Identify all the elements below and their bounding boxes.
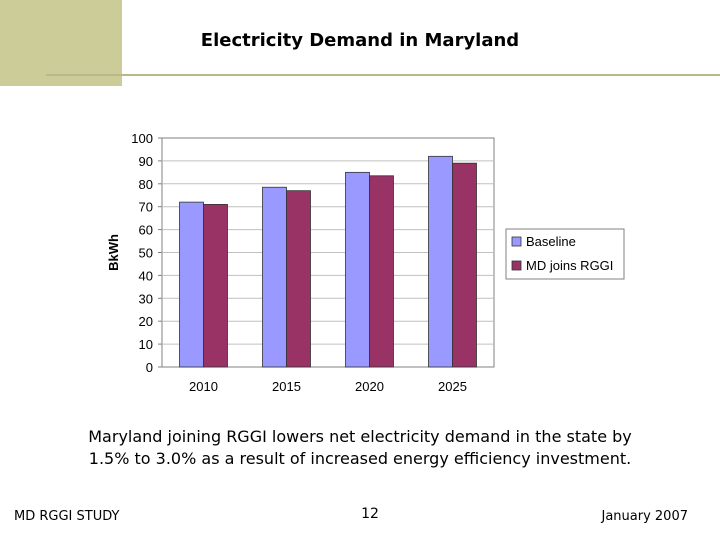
slide-title: Electricity Demand in Maryland <box>200 30 520 51</box>
y-tick-label: 40 <box>139 268 153 283</box>
bar-baseline-2010 <box>179 201 204 368</box>
bar-md-joins-rggi-2025 <box>452 162 477 368</box>
y-tick-label: 90 <box>139 154 153 169</box>
legend-label-md-joins-rggi: MD joins RGGI <box>526 258 613 273</box>
bar-md-joins-rggi-2015 <box>286 190 311 368</box>
bar-baseline-2025 <box>428 155 453 368</box>
y-axis-label: BkWh <box>106 234 121 271</box>
y-tick-label: 60 <box>139 223 153 238</box>
title-divider <box>46 74 720 76</box>
footer-study-label: MD RGGI STUDY <box>14 509 120 524</box>
x-tick-label: 2025 <box>438 379 467 394</box>
legend-label-baseline: Baseline <box>526 234 576 249</box>
y-tick-label: 100 <box>131 131 153 146</box>
x-tick-label: 2015 <box>272 379 301 394</box>
bar-baseline-2020 <box>345 171 370 368</box>
y-tick-label: 10 <box>139 337 153 352</box>
y-tick-label: 0 <box>146 360 153 375</box>
bar-baseline-2015 <box>262 186 287 368</box>
slide-caption: Maryland joining RGGI lowers net electri… <box>88 427 632 468</box>
bar-md-joins-rggi-2010 <box>203 204 228 368</box>
y-tick-label: 20 <box>139 314 153 329</box>
page-number: 12 <box>361 506 379 522</box>
x-tick-label: 2010 <box>189 379 218 394</box>
y-tick-label: 50 <box>139 246 153 261</box>
y-tick-label: 80 <box>139 177 153 192</box>
legend-swatch-md-joins-rggi <box>511 260 522 271</box>
legend-box <box>505 228 625 280</box>
y-tick-label: 70 <box>139 200 153 215</box>
x-tick-label: 2020 <box>355 379 384 394</box>
y-tick-label: 30 <box>139 291 153 306</box>
bar-md-joins-rggi-2020 <box>369 175 394 368</box>
footer-date: January 2007 <box>601 509 689 524</box>
legend-swatch-baseline <box>511 236 522 247</box>
header-corner-block <box>0 0 122 86</box>
